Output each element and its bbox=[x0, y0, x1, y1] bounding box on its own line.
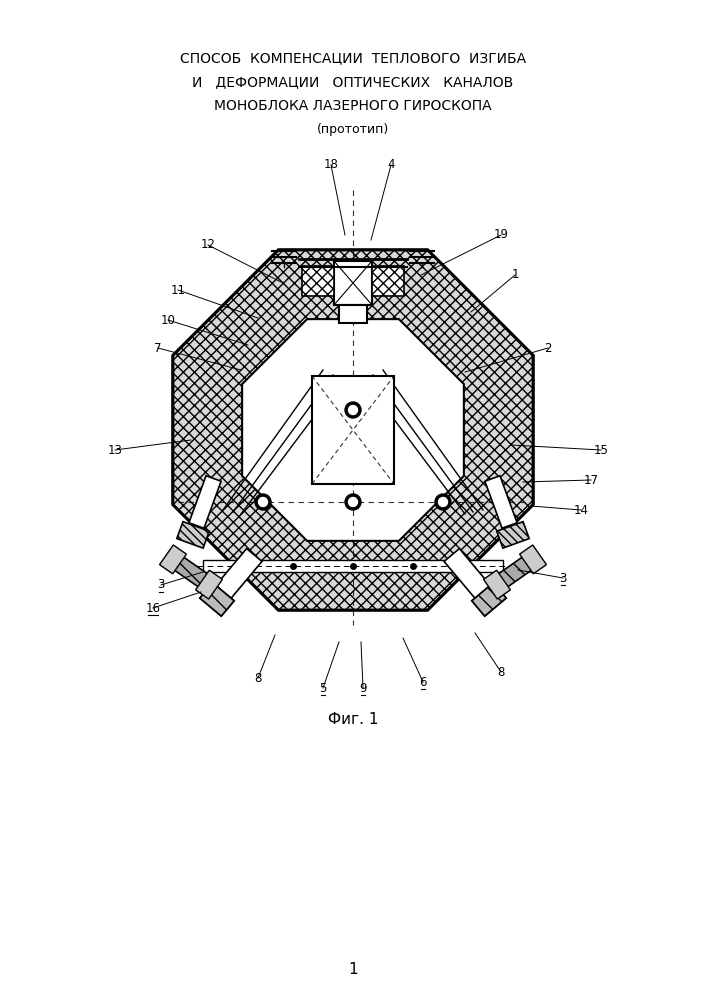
Text: 13: 13 bbox=[107, 444, 122, 456]
Bar bbox=[302, 266, 334, 296]
Circle shape bbox=[435, 494, 451, 510]
Bar bbox=[372, 266, 404, 296]
Bar bbox=[485, 476, 517, 528]
Text: МОНОБЛОКА ЛАЗЕРНОГО ГИРОСКОПА: МОНОБЛОКА ЛАЗЕРНОГО ГИРОСКОПА bbox=[214, 99, 492, 113]
Text: 1: 1 bbox=[348, 962, 358, 978]
Bar bbox=[189, 476, 221, 528]
Bar bbox=[312, 376, 394, 484]
Text: 15: 15 bbox=[594, 444, 609, 456]
Polygon shape bbox=[200, 583, 234, 616]
Text: СПОСОБ  КОМПЕНСАЦИИ  ТЕПЛОВОГО  ИЗГИБА: СПОСОБ КОМПЕНСАЦИИ ТЕПЛОВОГО ИЗГИБА bbox=[180, 51, 526, 65]
Polygon shape bbox=[242, 319, 464, 541]
Text: 5: 5 bbox=[320, 682, 327, 694]
Polygon shape bbox=[444, 549, 498, 607]
Text: 17: 17 bbox=[583, 474, 599, 487]
Bar bbox=[520, 545, 547, 574]
Text: 6: 6 bbox=[419, 676, 427, 688]
Text: 3: 3 bbox=[158, 578, 165, 591]
Text: 9: 9 bbox=[359, 682, 367, 694]
Text: 4: 4 bbox=[387, 158, 395, 172]
Bar bbox=[339, 305, 367, 323]
Circle shape bbox=[345, 494, 361, 510]
Polygon shape bbox=[173, 250, 533, 610]
Text: 12: 12 bbox=[201, 238, 216, 251]
Bar bbox=[168, 553, 214, 591]
Bar bbox=[177, 522, 209, 548]
Polygon shape bbox=[472, 583, 506, 616]
Bar bbox=[484, 570, 510, 599]
Text: Фиг. 1: Фиг. 1 bbox=[328, 712, 378, 728]
Bar bbox=[196, 570, 223, 599]
Text: 7: 7 bbox=[154, 342, 162, 355]
Text: (прототип): (прототип) bbox=[317, 123, 389, 136]
Bar bbox=[203, 560, 503, 572]
Text: 1: 1 bbox=[511, 268, 519, 282]
Text: 14: 14 bbox=[573, 504, 588, 516]
Text: 18: 18 bbox=[324, 158, 339, 172]
Circle shape bbox=[345, 402, 361, 418]
Text: 16: 16 bbox=[146, 601, 160, 614]
Circle shape bbox=[349, 406, 358, 414]
Bar bbox=[160, 545, 187, 574]
Text: 11: 11 bbox=[170, 284, 185, 296]
Text: 8: 8 bbox=[497, 666, 505, 678]
Text: И   ДЕФОРМАЦИИ   ОПТИЧЕСКИХ   КАНАЛОВ: И ДЕФОРМАЦИИ ОПТИЧЕСКИХ КАНАЛОВ bbox=[192, 75, 513, 89]
Circle shape bbox=[349, 497, 358, 506]
Text: 10: 10 bbox=[160, 314, 175, 326]
Circle shape bbox=[255, 494, 271, 510]
Polygon shape bbox=[200, 583, 234, 616]
Circle shape bbox=[438, 497, 448, 506]
Bar bbox=[492, 553, 537, 591]
Text: 8: 8 bbox=[255, 672, 262, 684]
Text: 3: 3 bbox=[559, 572, 567, 584]
Polygon shape bbox=[208, 549, 262, 607]
Circle shape bbox=[259, 497, 267, 506]
Text: 2: 2 bbox=[544, 342, 551, 355]
Bar bbox=[334, 261, 372, 305]
Text: 19: 19 bbox=[493, 229, 508, 241]
Bar bbox=[497, 522, 530, 548]
Polygon shape bbox=[472, 583, 506, 616]
